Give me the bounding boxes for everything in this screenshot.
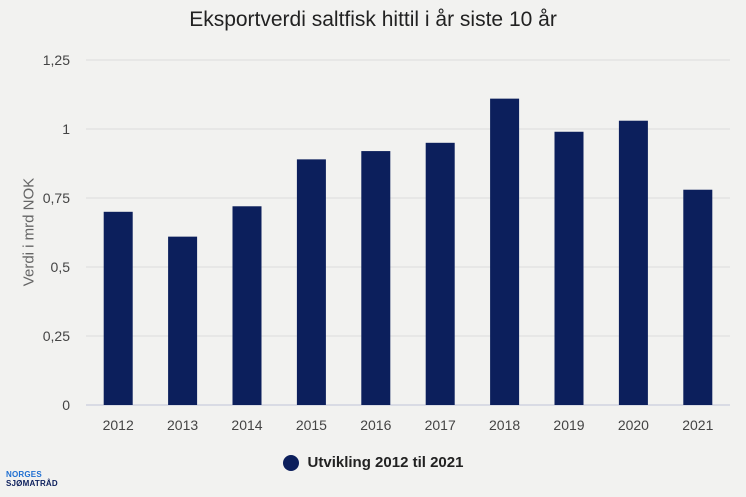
y-tick-label: 0,5 [51, 259, 71, 275]
brand-logo: NORGES SJØMATRÅD [6, 470, 58, 488]
logo-line-2: SJØMATRÅD [6, 479, 58, 488]
x-tick-label: 2017 [425, 417, 456, 433]
bar [361, 151, 391, 405]
logo-line-1: NORGES [6, 470, 42, 479]
x-tick-label: 2014 [231, 417, 262, 433]
bar [168, 236, 198, 405]
x-tick-label: 2019 [553, 417, 584, 433]
legend-label: Utvikling 2012 til 2021 [307, 454, 464, 471]
x-tick-label: 2020 [618, 417, 649, 433]
y-tick-label: 0 [62, 397, 70, 413]
chart-title: Eksportverdi saltfisk hittil i år siste … [189, 8, 557, 31]
bar [683, 189, 713, 405]
y-tick-label: 0,25 [43, 328, 70, 344]
bar [103, 211, 133, 405]
bar [618, 120, 648, 405]
x-tick-label: 2021 [682, 417, 713, 433]
legend[interactable]: Utvikling 2012 til 2021 [0, 454, 746, 471]
bar [425, 142, 455, 406]
bar [554, 131, 584, 405]
x-tick-label: 2013 [167, 417, 198, 433]
bar [296, 159, 326, 405]
legend-marker [282, 454, 299, 471]
y-tick-label: 1 [62, 121, 70, 137]
bar [232, 206, 262, 405]
x-tick-label: 2012 [103, 417, 134, 433]
y-tick-label: 0,75 [43, 190, 70, 206]
x-tick-label: 2018 [489, 417, 520, 433]
x-tick-label: 2015 [296, 417, 327, 433]
bar [490, 98, 520, 405]
x-tick-label: 2016 [360, 417, 391, 433]
y-tick-label: 1,25 [43, 52, 70, 68]
